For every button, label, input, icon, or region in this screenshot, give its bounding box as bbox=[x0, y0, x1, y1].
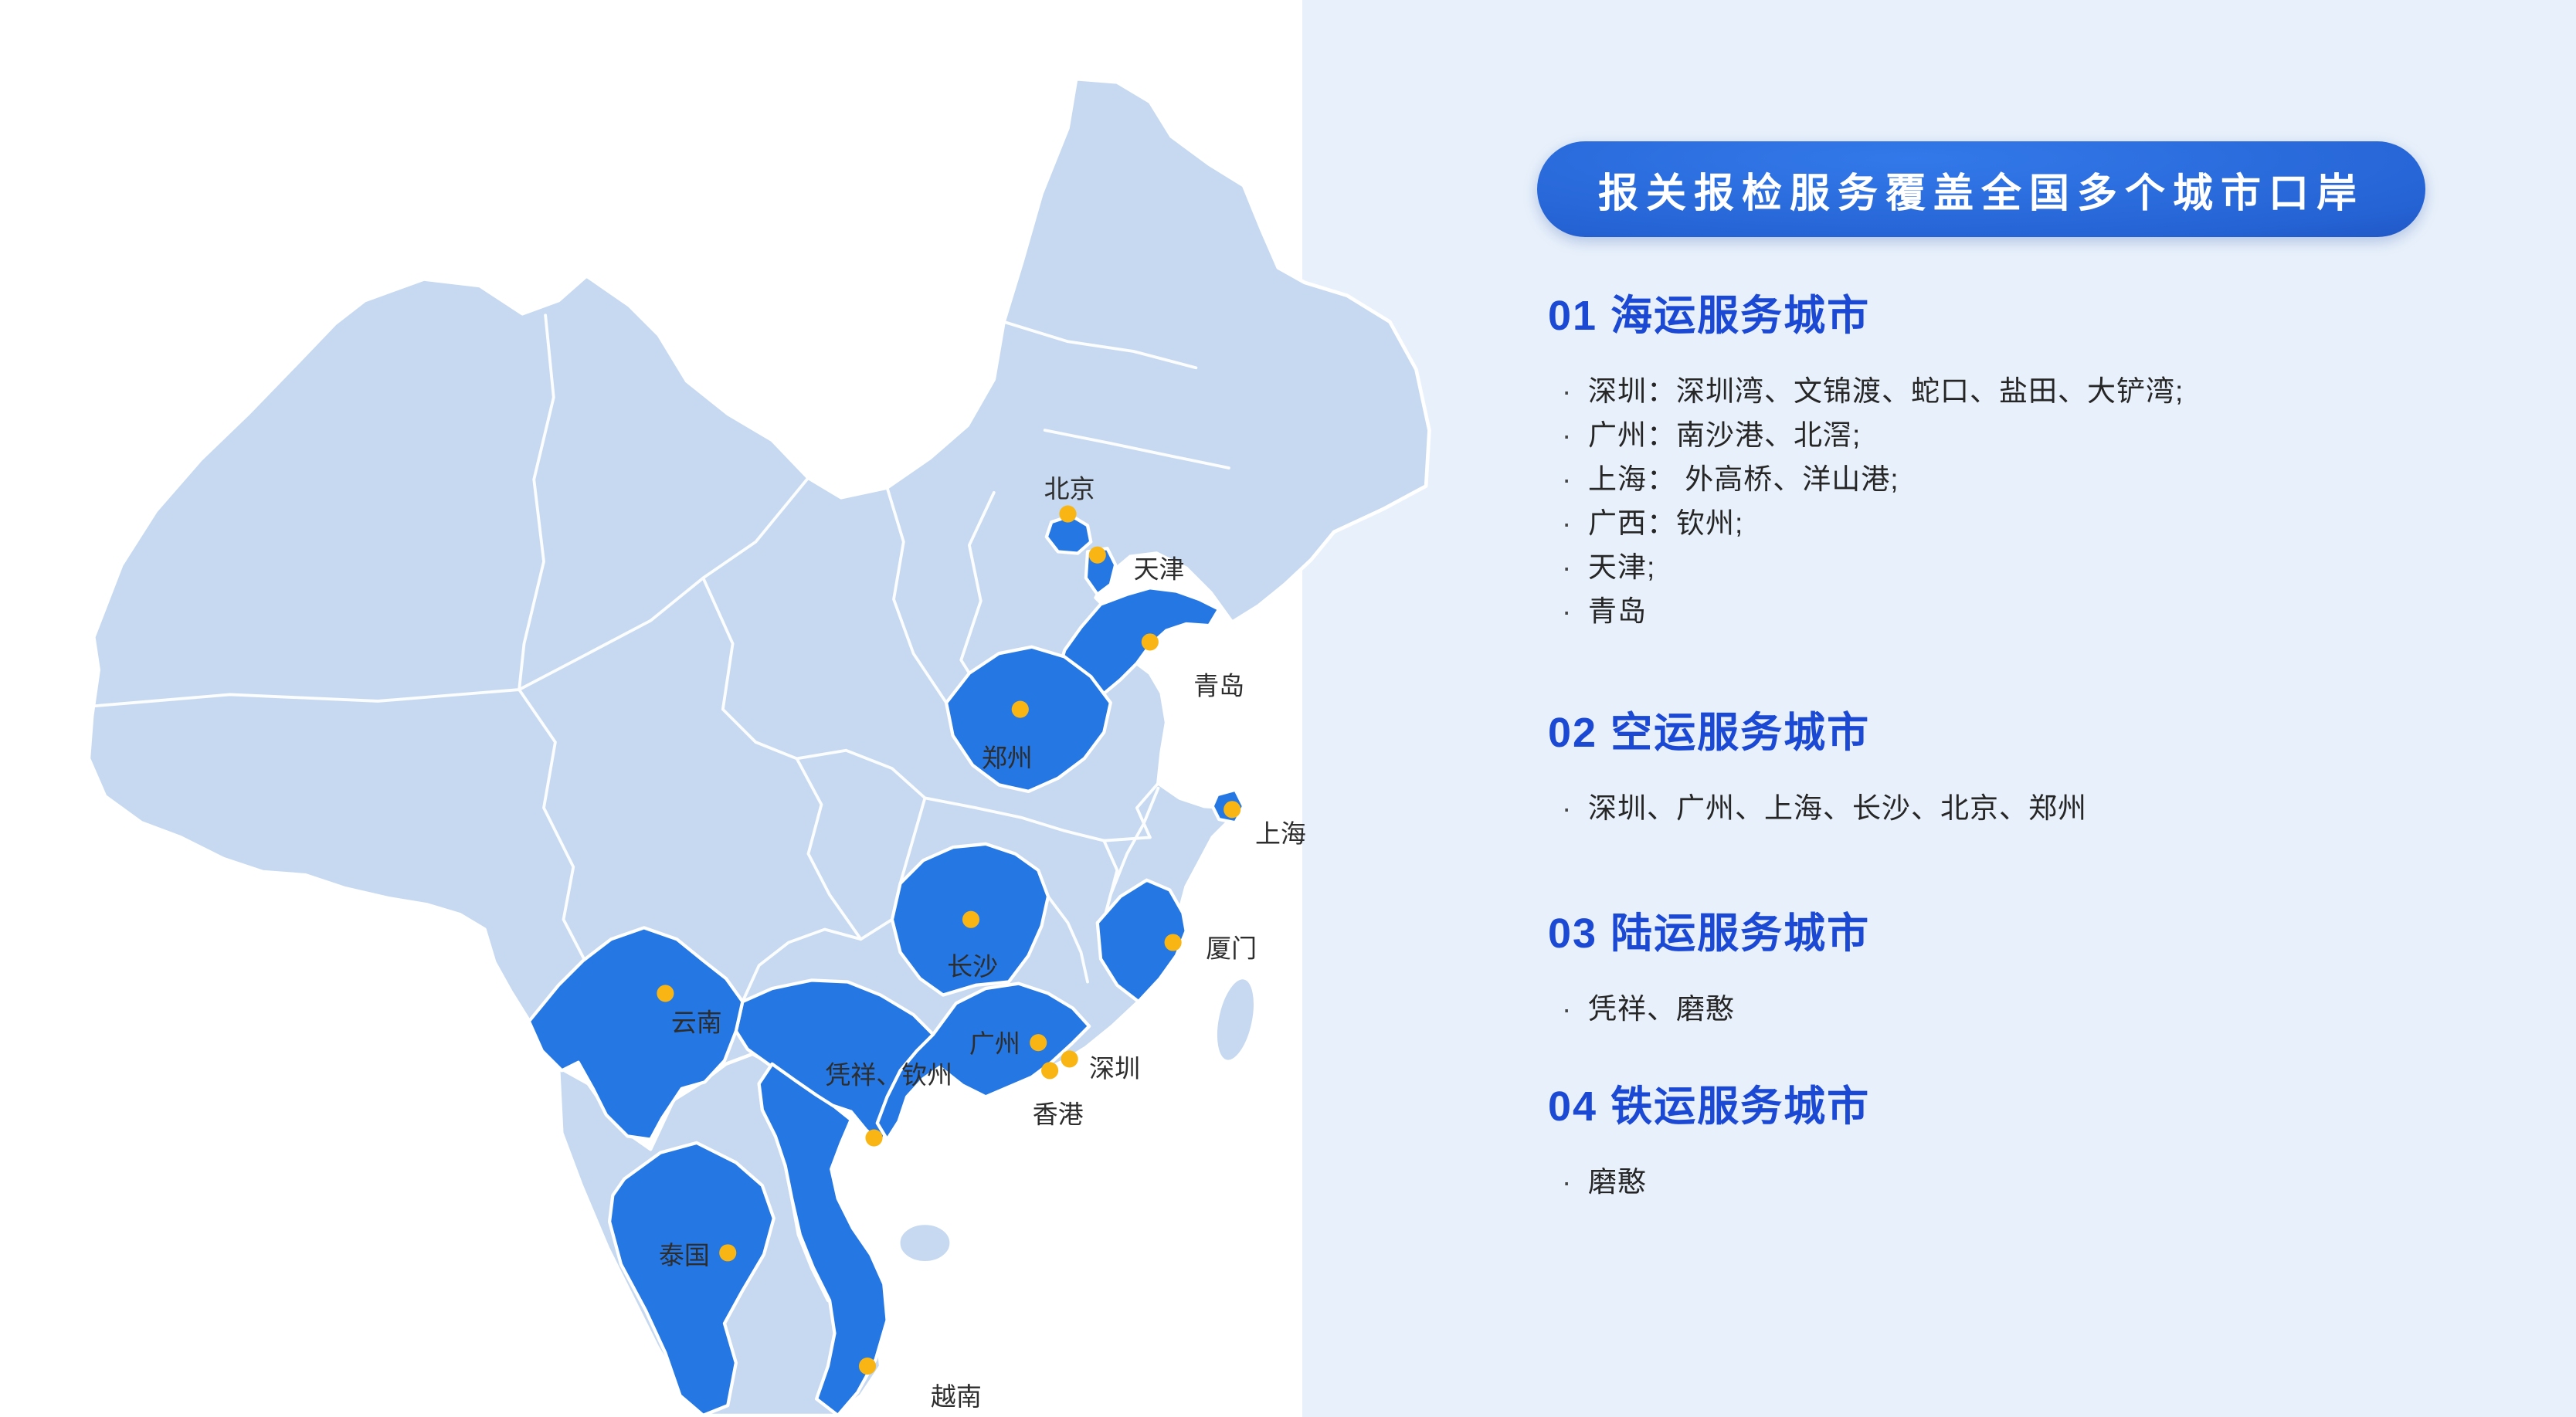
bullet-dot: · bbox=[1562, 419, 1573, 451]
list-item-text: 上海： 外高桥、洋山港; bbox=[1588, 463, 1899, 495]
city-label: 厦门 bbox=[1206, 934, 1257, 963]
city-dot bbox=[1059, 505, 1077, 523]
island-taiwan bbox=[1213, 976, 1257, 1063]
bullet-dot: · bbox=[1562, 375, 1573, 407]
list-item-text: 青岛 bbox=[1588, 595, 1647, 627]
city-marker-zhengzhou: 郑州 bbox=[982, 700, 1033, 772]
list-item: · 凭祥、磨憨 bbox=[1548, 987, 2552, 1031]
city-marker-changsha: 长沙 bbox=[947, 910, 998, 981]
list-item: · 天津; bbox=[1548, 545, 2552, 589]
city-dot bbox=[962, 910, 980, 928]
province-borders bbox=[92, 314, 1230, 1003]
section-list: · 磨憨 bbox=[1548, 1160, 2552, 1204]
city-marker-tianjin: 天津 bbox=[1088, 546, 1185, 583]
province-guangdong bbox=[875, 981, 1091, 1141]
city-label: 泰国 bbox=[659, 1241, 710, 1270]
city-label: 郑州 bbox=[982, 744, 1033, 772]
section-rail-freight: 04 铁运服务城市 · 磨憨 bbox=[1548, 1081, 2552, 1204]
section-title: 03 陆运服务城市 bbox=[1548, 910, 1871, 957]
bullet-dot: · bbox=[1562, 551, 1573, 583]
city-label: 越南 bbox=[931, 1382, 982, 1411]
island-hainan bbox=[897, 1221, 953, 1265]
section-air-freight: 02 空运服务城市 · 深圳、广州、上海、长沙、北京、郑州 bbox=[1548, 707, 2552, 830]
header-badge: 报关报检服务覆盖全国多个城市口岸 bbox=[1537, 141, 2425, 237]
section-title: 04 铁运服务城市 bbox=[1548, 1083, 1871, 1130]
city-label: 长沙 bbox=[947, 952, 998, 981]
city-marker-vietnam: 越南 bbox=[858, 1358, 982, 1411]
list-item: · 深圳：深圳湾、文锦渡、蛇口、盐田、大铲湾; bbox=[1548, 369, 2552, 413]
city-dot bbox=[657, 985, 674, 1002]
city-label: 凭祥、钦州 bbox=[825, 1060, 952, 1089]
city-marker-pingxiang-qinzhou: 凭祥、钦州 bbox=[825, 1060, 952, 1147]
list-item-text: 凭祥、磨憨 bbox=[1588, 993, 1735, 1025]
bullet-dot: · bbox=[1562, 993, 1573, 1025]
bullet-dot: · bbox=[1562, 595, 1573, 627]
city-label: 上海 bbox=[1255, 819, 1306, 848]
country-thailand bbox=[607, 1141, 776, 1417]
country-vietnam bbox=[757, 1062, 889, 1417]
list-item: · 青岛 bbox=[1548, 589, 2552, 633]
list-item-text: 深圳：深圳湾、文锦渡、蛇口、盐田、大铲湾; bbox=[1588, 375, 2184, 407]
city-dot bbox=[858, 1358, 877, 1375]
city-dot bbox=[865, 1129, 883, 1147]
list-item-text: 广西：钦州; bbox=[1588, 507, 1744, 539]
city-label: 香港 bbox=[1033, 1100, 1084, 1128]
list-item-text: 深圳、广州、上海、长沙、北京、郑州 bbox=[1588, 792, 2087, 824]
section-list: · 凭祥、磨憨 bbox=[1548, 987, 2552, 1031]
province-henan bbox=[944, 645, 1112, 794]
bullet-dot: · bbox=[1562, 792, 1573, 824]
section-title: 01 海运服务城市 bbox=[1548, 293, 1871, 339]
list-item-text: 磨憨 bbox=[1588, 1166, 1647, 1198]
section-title: 02 空运服务城市 bbox=[1548, 710, 1871, 756]
section-land-freight: 03 陆运服务城市 · 凭祥、磨憨 bbox=[1548, 908, 2552, 1031]
city-dot bbox=[1011, 700, 1029, 718]
highlighted-provinces bbox=[527, 514, 1246, 1417]
list-item: · 磨憨 bbox=[1548, 1160, 2552, 1204]
city-dot bbox=[1030, 1034, 1047, 1052]
city-label: 云南 bbox=[671, 1008, 722, 1036]
city-dot bbox=[1088, 546, 1106, 564]
city-marker-qingdao: 青岛 bbox=[1141, 633, 1244, 700]
city-marker-guangzhou: 广州 bbox=[969, 1029, 1047, 1058]
city-marker-beijing: 北京 bbox=[1044, 474, 1095, 523]
city-label: 广州 bbox=[969, 1029, 1020, 1058]
province-yunnan bbox=[527, 926, 745, 1141]
bullet-dot: · bbox=[1562, 507, 1573, 539]
city-marker-xiamen: 厦门 bbox=[1164, 934, 1257, 963]
city-dot bbox=[1224, 801, 1241, 819]
section-list: · 深圳：深圳湾、文锦渡、蛇口、盐田、大铲湾; · 广州：南沙港、北滘; · 上海： … bbox=[1548, 369, 2552, 633]
city-marker-yunnan: 云南 bbox=[657, 985, 722, 1036]
city-dot bbox=[1141, 633, 1159, 651]
city-marker-shenzhen: 深圳 bbox=[1061, 1050, 1140, 1083]
bullet-dot: · bbox=[1562, 1166, 1573, 1198]
list-item: · 广州：南沙港、北滘; bbox=[1548, 413, 2552, 457]
list-item-text: 天津; bbox=[1588, 551, 1656, 583]
list-item: · 上海： 外高桥、洋山港; bbox=[1548, 457, 2552, 501]
list-item: · 广西：钦州; bbox=[1548, 501, 2552, 545]
section-list: · 深圳、广州、上海、长沙、北京、郑州 bbox=[1548, 786, 2552, 830]
city-marker-hongkong: 香港 bbox=[1033, 1062, 1084, 1128]
city-label: 北京 bbox=[1044, 474, 1095, 503]
city-marker-shanghai: 上海 bbox=[1224, 801, 1306, 848]
list-item: · 深圳、广州、上海、长沙、北京、郑州 bbox=[1548, 786, 2552, 830]
city-dot bbox=[719, 1244, 737, 1262]
city-dot bbox=[1061, 1050, 1078, 1068]
city-dot bbox=[1041, 1062, 1059, 1080]
city-marker-thailand: 泰国 bbox=[659, 1241, 737, 1270]
city-label: 深圳 bbox=[1089, 1054, 1140, 1083]
list-item-text: 广州：南沙港、北滘; bbox=[1588, 419, 1862, 451]
section-sea-freight: 01 海运服务城市 · 深圳：深圳湾、文锦渡、蛇口、盐田、大铲湾; · 广州：南沙港… bbox=[1548, 290, 2552, 633]
china-mainland bbox=[87, 76, 1431, 1145]
city-label: 青岛 bbox=[1193, 671, 1244, 700]
bullet-dot: · bbox=[1562, 463, 1573, 495]
city-dot bbox=[1164, 934, 1182, 951]
city-label: 天津 bbox=[1134, 554, 1185, 583]
